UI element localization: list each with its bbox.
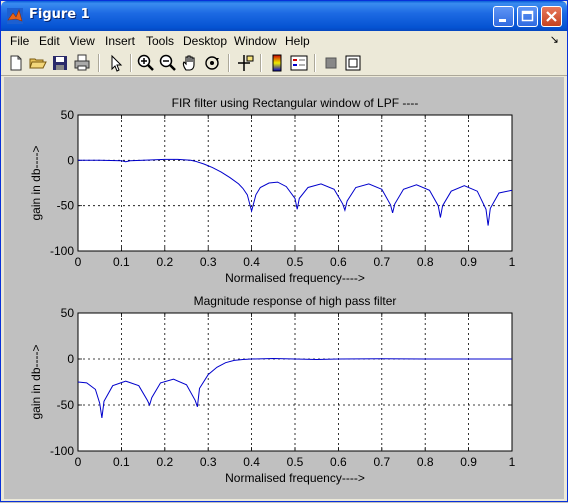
legend-icon[interactable] (289, 53, 309, 73)
pan-hand-icon[interactable] (180, 53, 200, 73)
plot2-x-tick-label: 0.8 (417, 455, 434, 469)
plot1-x-tick-label: 1 (509, 255, 516, 269)
plot2-x-tick-label: 0.7 (373, 455, 390, 469)
plot2-y-tick-label: -50 (57, 398, 75, 412)
plot2-y-tick-label: -100 (50, 444, 74, 458)
plot1-x-tick-label: 0.7 (373, 255, 390, 269)
print-icon[interactable] (72, 53, 92, 73)
plot1-x-tick-label: 0.6 (330, 255, 347, 269)
menu-edit[interactable]: Edit (39, 34, 60, 48)
plot2-x-tick-label: 0.3 (200, 455, 217, 469)
plot2-xlabel: Normalised frequency----> (225, 471, 365, 485)
plot1-x-tick-label: 0 (75, 255, 82, 269)
maximize-icon (521, 10, 534, 22)
menu-tools[interactable]: Tools (146, 34, 175, 48)
plot1-y-tick-label: 50 (61, 108, 75, 122)
zoom-in-icon[interactable] (136, 53, 156, 73)
plots-svg: 0 0.1 0.2 0.3 0.4 0.5 0.6 0.7 0.8 0.9 1 50 0 -50 -100 F… (29, 96, 516, 485)
toolbar-separator (130, 54, 132, 72)
zoom-out-icon[interactable] (158, 53, 178, 73)
save-icon[interactable] (50, 53, 70, 73)
plot1-y-tick-label: 0 (67, 153, 74, 167)
plot2-x-tick-label: 0.1 (113, 455, 130, 469)
plot2-y-tick-label: 0 (67, 352, 74, 366)
toolbar-separator (98, 54, 100, 72)
menu-help[interactable]: Help (285, 34, 310, 48)
plot1-xlabel: Normalised frequency----> (225, 271, 365, 285)
plot1-x-tick-label: 0.3 (200, 255, 217, 269)
plot2-ylabel: gain in db----> (29, 344, 43, 419)
menu-view[interactable]: View (69, 34, 95, 48)
plot1-axes-frame (77, 114, 513, 252)
menu-bar: File Edit View Insert Tools Desktop Wind… (1, 31, 567, 51)
show-plot-tools-icon[interactable] (343, 53, 363, 73)
hide-plot-tools-icon[interactable] (321, 53, 341, 73)
toolbar-separator (260, 54, 262, 72)
plot1-x-tick-label: 0.1 (113, 255, 130, 269)
menu-desktop[interactable]: Desktop (183, 34, 228, 48)
data-cursor-icon[interactable] (236, 53, 256, 73)
plot1-title: FIR filter using Rectangular window of L… (172, 96, 419, 110)
window-title: Figure 1 (29, 7, 90, 22)
title-bar[interactable]: Figure 1 (1, 1, 567, 31)
plot1-y-tick-label: -100 (50, 244, 74, 258)
plot2-x-tick-label: 0.2 (156, 455, 173, 469)
plot1-x-tick-label: 0.9 (460, 255, 477, 269)
plot2-x-tick-label: 0.9 (460, 455, 477, 469)
plot1-x-tick-label: 0.5 (287, 255, 304, 269)
close-button[interactable] (541, 6, 562, 27)
open-folder-icon[interactable] (28, 53, 48, 73)
plot2-series-line (77, 357, 512, 418)
colorbar-icon[interactable] (267, 53, 287, 73)
new-file-icon[interactable] (6, 53, 26, 73)
plot2-title: Magnitude response of high pass filter (194, 294, 397, 308)
plot1-series-line (78, 158, 513, 226)
plot1-axes-background (78, 115, 512, 251)
dock-arrow-icon[interactable]: ↘ (549, 34, 559, 46)
toolbar-separator (314, 54, 316, 72)
plot1-x-tick-label: 0.2 (156, 255, 173, 269)
minimize-icon (499, 19, 506, 22)
minimize-button[interactable] (493, 6, 514, 27)
menu-insert[interactable]: Insert (105, 34, 136, 48)
plot1-y-tick-label: -50 (57, 199, 75, 213)
maximize-button[interactable] (517, 6, 538, 27)
plot2-x-tick-label: 0 (75, 455, 82, 469)
menu-window[interactable]: Window (234, 34, 277, 48)
matlab-logo-icon (7, 8, 23, 24)
figure-canvas: 0 0.1 0.2 0.3 0.4 0.5 0.6 0.7 0.8 0.9 1 50 0 -50 -100 F… (4, 77, 564, 499)
plot2-x-tick-label: 1 (509, 455, 516, 469)
plot1-x-tick-label: 0.8 (417, 255, 434, 269)
plot2-y-tick-label: 50 (61, 306, 75, 320)
rotate-3d-icon[interactable] (202, 53, 222, 73)
pointer-icon[interactable] (106, 53, 126, 73)
close-icon (546, 11, 557, 22)
plot2-x-tick-label: 0.4 (243, 455, 260, 469)
menu-file[interactable]: File (10, 34, 30, 48)
plot1-ylabel: gain in db----> (29, 145, 43, 220)
toolbar-separator (228, 54, 230, 72)
plot1-x-tick-label: 0.4 (243, 255, 260, 269)
toolbar (1, 51, 567, 76)
plot2-x-tick-label: 0.5 (287, 455, 304, 469)
plot2-x-tick-label: 0.6 (330, 455, 347, 469)
